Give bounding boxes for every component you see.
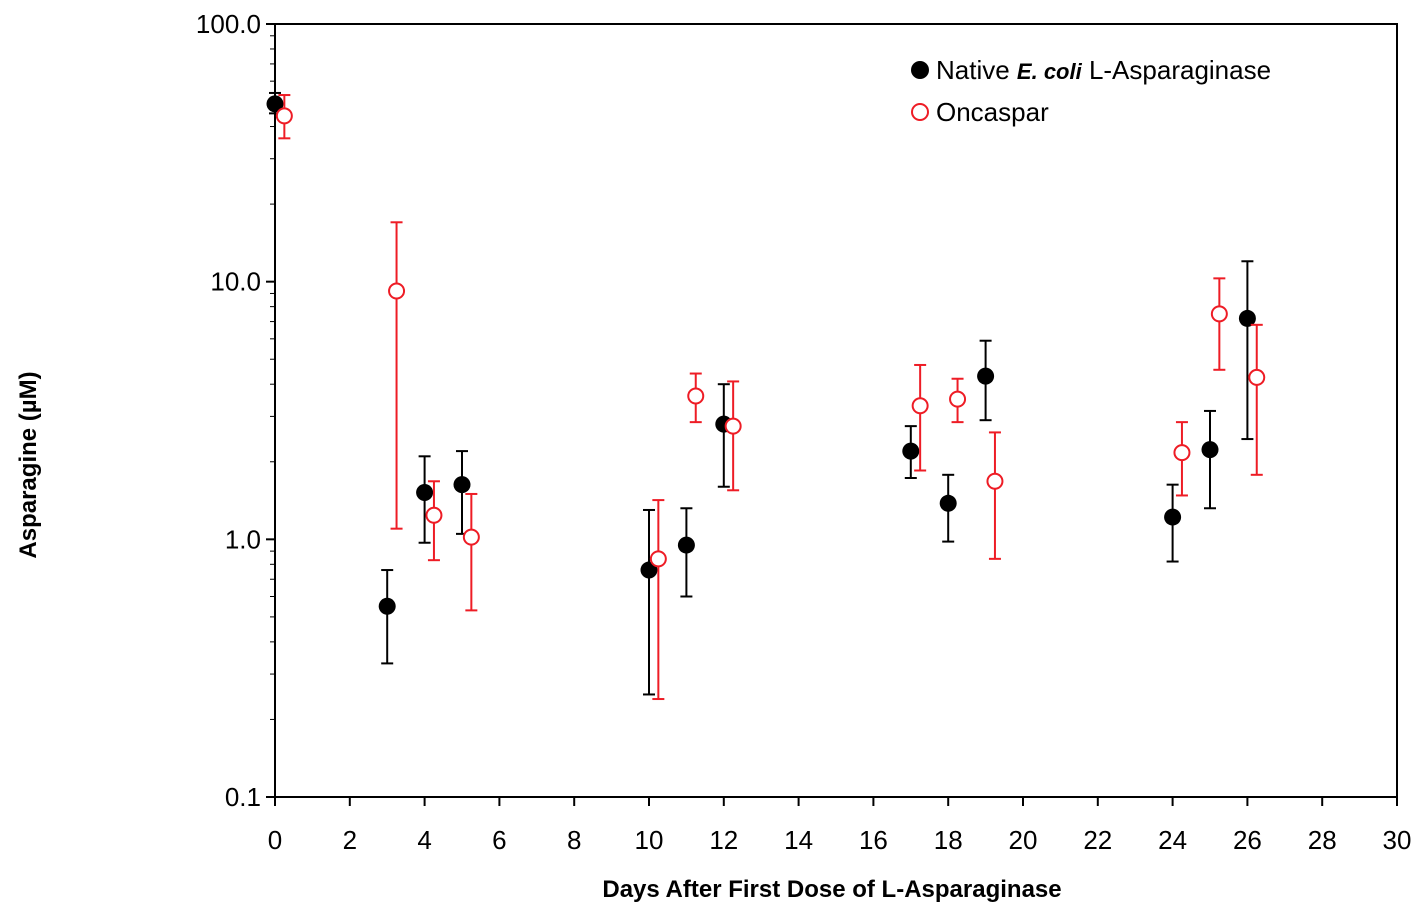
data-point-oncaspar	[911, 397, 929, 415]
series-oncaspar	[275, 94, 1266, 701]
legend-label-oncaspar: Oncaspar	[936, 97, 1049, 127]
data-point-native	[453, 476, 471, 494]
data-point-native	[640, 561, 658, 579]
data-point-native	[1164, 508, 1182, 526]
data-point-oncaspar	[1210, 305, 1228, 323]
x-tick-label: 8	[567, 825, 581, 855]
x-tick-label: 22	[1083, 825, 1112, 855]
data-point-native	[1238, 309, 1256, 327]
x-tick-label: 4	[417, 825, 431, 855]
x-tick-label: 20	[1009, 825, 1038, 855]
data-point-oncaspar	[425, 506, 443, 524]
data-point-oncaspar	[986, 472, 1004, 490]
data-point-native	[378, 597, 396, 615]
y-tick-label: 1.0	[225, 524, 261, 554]
data-point-native	[677, 536, 695, 554]
x-tick-label: 6	[492, 825, 506, 855]
x-tick-label: 18	[934, 825, 963, 855]
y-axis-title: Asparagine (µM)	[15, 371, 42, 558]
legend: Native E. coli L-Asparaginase Oncaspar	[911, 55, 1271, 127]
series-layer	[266, 91, 1266, 701]
x-tick-label: 16	[859, 825, 888, 855]
y-tick-label: 10.0	[210, 267, 261, 297]
series-native	[266, 91, 1256, 696]
data-point-native	[977, 367, 995, 385]
data-point-oncaspar	[649, 550, 667, 568]
x-tick-label: 2	[343, 825, 357, 855]
x-tick-label: 12	[709, 825, 738, 855]
x-tick-label: 28	[1308, 825, 1337, 855]
x-tick-label: 10	[635, 825, 664, 855]
x-axis-title: Days After First Dose of L-Asparaginase	[602, 876, 1061, 903]
y-tick-label: 100.0	[196, 9, 261, 39]
x-tick-label: 14	[784, 825, 813, 855]
y-tick-label: 0.1	[225, 782, 261, 812]
data-point-native	[902, 442, 920, 460]
legend-label-native: Native E. coli L-Asparaginase	[936, 55, 1271, 85]
data-point-oncaspar	[462, 528, 480, 546]
plot-frame	[274, 23, 1398, 798]
data-point-oncaspar	[687, 387, 705, 405]
data-point-oncaspar	[275, 107, 293, 125]
data-point-native	[1201, 441, 1219, 459]
data-point-oncaspar	[949, 390, 967, 408]
y-axis-ticks: 100.0 10.0 1.0 0.1	[196, 9, 275, 812]
x-tick-label: 0	[268, 825, 282, 855]
legend-marker-oncaspar	[911, 103, 929, 121]
data-point-oncaspar	[1173, 444, 1191, 462]
plot-area-border	[274, 23, 1398, 798]
x-tick-label: 26	[1233, 825, 1262, 855]
data-point-oncaspar	[1248, 368, 1266, 386]
data-point-native	[939, 494, 957, 512]
data-point-oncaspar	[388, 282, 406, 300]
legend-marker-native	[911, 61, 929, 79]
x-tick-label: 24	[1158, 825, 1187, 855]
x-tick-label: 30	[1383, 825, 1412, 855]
x-axis-ticks: 0 2 4 6 8 10 12 14 16 18 20 22 24 26 28 30	[268, 797, 1412, 855]
data-point-native	[416, 483, 434, 501]
data-point-native	[266, 95, 284, 113]
data-point-oncaspar	[724, 417, 742, 435]
